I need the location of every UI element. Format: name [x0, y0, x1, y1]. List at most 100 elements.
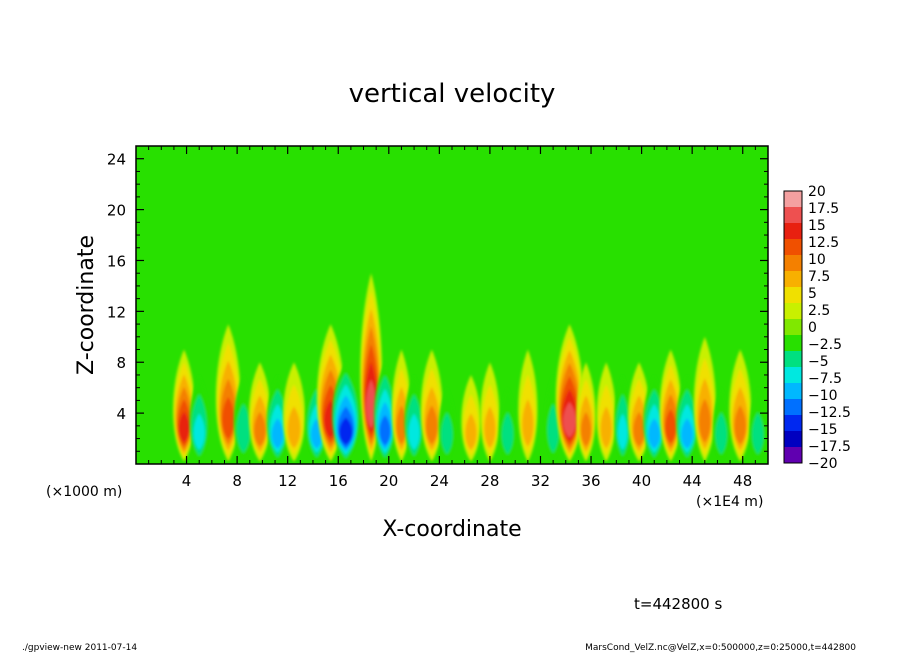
heatmap-cell	[752, 412, 764, 455]
x-axis-ticks: 4 8 12 16 20 24 28 32 36 40 44 48	[148, 146, 756, 490]
heatmap-cell	[253, 411, 266, 447]
heatmap-feature	[283, 362, 305, 462]
heatmap-cell	[339, 417, 353, 445]
colorbar-cell	[784, 255, 802, 272]
heatmap-feature	[555, 324, 584, 462]
heatmap-feature	[233, 374, 254, 462]
colorbar-cell	[784, 335, 802, 352]
x-tick-label: 24	[430, 472, 449, 490]
y-tick-label: 20	[107, 202, 126, 220]
x-tick-label: 28	[480, 472, 499, 490]
heatmap-feature	[173, 349, 196, 462]
heatmap-feature	[215, 324, 241, 462]
footer-left: ./gpview-new 2011-07-14	[22, 643, 137, 653]
heatmap-feature	[614, 374, 631, 462]
colorbar-cell	[784, 399, 802, 416]
heatmap-feature	[420, 349, 443, 462]
colorbar-label: 15	[808, 218, 826, 234]
heatmap-feature	[480, 362, 500, 462]
colorbar-cell	[784, 271, 802, 288]
heatmap-feature	[461, 374, 481, 462]
x-unit-right: (×1E4 m)	[696, 494, 763, 510]
heatmap-feature	[729, 349, 752, 462]
heatmap-cell	[665, 409, 677, 444]
colorbar-cell	[784, 239, 802, 256]
y-tick-label: 4	[116, 405, 126, 423]
x-tick-label: 12	[278, 472, 297, 490]
heatmap-cell	[441, 412, 453, 455]
y-axis-label: Z-coordinate	[74, 235, 99, 375]
heatmap-cell	[522, 399, 534, 447]
x-tick-label: 4	[182, 472, 192, 490]
heatmap-cell	[633, 411, 645, 447]
colorbar-label: −10	[808, 388, 838, 404]
x-axis-label: X-coordinate	[382, 517, 521, 542]
heatmap-cell	[193, 413, 205, 451]
heatmap-cell	[617, 413, 628, 451]
x-tick-label: 16	[329, 472, 348, 490]
x-tick-label: 48	[733, 472, 752, 490]
heatmap-cell	[236, 403, 251, 453]
colorbar-label: 20	[808, 184, 826, 200]
heatmap-feature	[374, 362, 397, 462]
colorbar-cell	[784, 367, 802, 384]
heatmap-cell	[698, 398, 711, 443]
colorbar-cell	[784, 303, 802, 320]
heatmap-cell	[408, 413, 420, 451]
colorbar-frame	[783, 190, 803, 464]
y-tick-label: 8	[116, 354, 126, 372]
colorbar-label: 2.5	[808, 303, 830, 319]
heatmap-cell	[287, 406, 301, 449]
heatmap-feature	[518, 349, 538, 462]
colorbar-label: 5	[808, 286, 817, 302]
heatmap-feature	[189, 374, 209, 462]
heatmap-cell	[648, 418, 661, 449]
heatmap-cell	[563, 402, 576, 438]
heatmap-feature	[438, 387, 456, 462]
footer-right: MarsCond_VelZ.nc@VelZ,x=0:500000,z=0:250…	[585, 643, 856, 653]
y-tick-label: 12	[107, 303, 126, 321]
colorbar-cell	[784, 447, 802, 464]
heatmap-cell	[178, 411, 190, 443]
heatmap-cell	[365, 379, 377, 429]
colorbar-cell	[784, 351, 802, 368]
heatmap-feature	[499, 387, 516, 462]
colorbar-label: −2.5	[808, 337, 842, 353]
x-unit-left: (×1000 m)	[46, 484, 122, 500]
colorbar-cell	[784, 383, 802, 400]
heatmap-feature	[676, 374, 699, 462]
colorbar-label: 10	[808, 252, 826, 268]
colorbar-cell	[784, 287, 802, 304]
heatmap-cell	[734, 405, 747, 445]
colorbar-label: 7.5	[808, 269, 830, 285]
heatmap-cell	[271, 418, 284, 449]
colorbar-label: −17.5	[808, 439, 851, 455]
colorbar-label: −5	[808, 354, 829, 370]
heatmap-feature	[749, 387, 767, 462]
x-tick-label: 8	[232, 472, 242, 490]
x-tick-label: 20	[379, 472, 398, 490]
colorbar-cell	[784, 319, 802, 336]
heatmap-cell	[547, 403, 559, 453]
colorbar-label: 0	[808, 320, 817, 336]
colorbar-label: 12.5	[808, 235, 839, 251]
colorbar-cell	[784, 431, 802, 448]
heatmap-cell	[465, 413, 477, 451]
time-label: t=442800 s	[634, 595, 722, 613]
heatmap-cell	[484, 406, 496, 449]
heatmap-feature	[404, 374, 424, 462]
heatmap-cell	[600, 406, 612, 449]
x-tick-label: 44	[683, 472, 702, 490]
heatmap-cell	[681, 418, 693, 449]
y-tick-label: 16	[107, 252, 126, 270]
heatmap-cell	[501, 412, 514, 455]
colorbar-label: −20	[808, 456, 838, 472]
colorbar: 2017.51512.5107.552.50−2.5−5−7.5−10−12.5…	[783, 184, 851, 472]
colorbar-label: −15	[808, 422, 838, 438]
heatmap-feature	[248, 362, 271, 462]
heatmap-cell	[396, 405, 407, 445]
heatmap-feature	[596, 362, 616, 462]
heatmap-feature	[643, 374, 666, 462]
